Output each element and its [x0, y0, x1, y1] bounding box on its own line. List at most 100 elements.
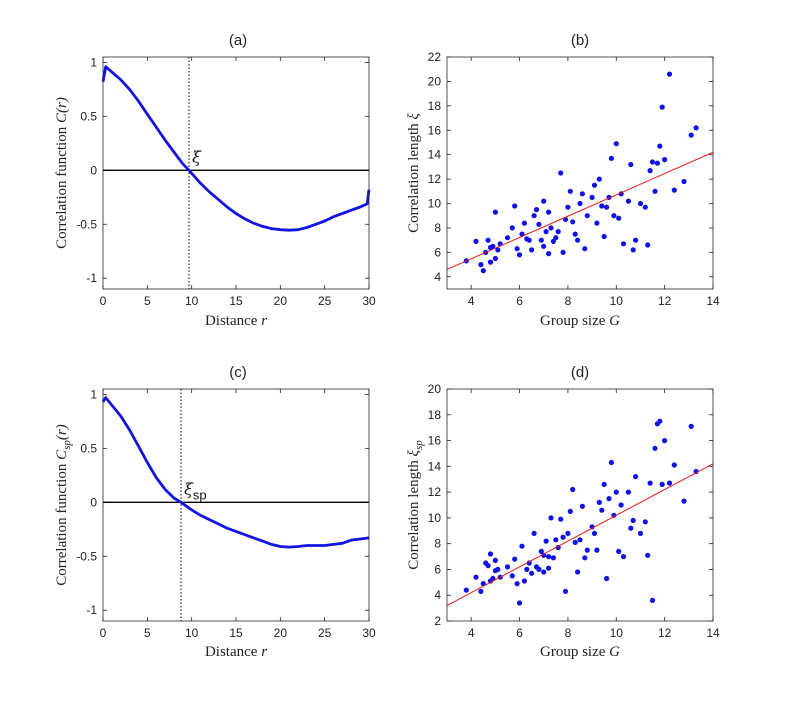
panel-d-data-point: [688, 423, 694, 429]
panel-b-data-point: [693, 125, 699, 131]
panel-d-data-point: [642, 519, 648, 525]
panel-b-xtick-label: 14: [706, 294, 720, 308]
panel-c-xlabel-text: Distance: [205, 644, 258, 660]
panel-b-data-point: [504, 235, 511, 241]
panel-d-data-point: [548, 515, 554, 521]
panel-d-data-point: [594, 547, 600, 553]
panel-d-axes-frame: [446, 388, 714, 622]
panel-d-data-point: [572, 539, 578, 546]
panel-d-xlabel-text: Group size: [540, 644, 606, 660]
panel-b-data-point: [536, 221, 542, 227]
panel-b-data-point: [531, 213, 537, 219]
panel-d-data-point: [662, 438, 668, 444]
panel-d-ticks: 4 6 8 10 12 14 2 4 6 8 10 12 14 16 18 20: [428, 382, 720, 640]
panel-b-xlabel: Group size G: [540, 313, 620, 329]
panel-b-data-point: [541, 243, 547, 249]
panel-c-xtick-label: 25: [318, 626, 332, 640]
panel-b-data-point: [473, 238, 479, 244]
panel-b-data-point: [541, 198, 547, 204]
panel-d-data-point: [652, 445, 658, 451]
panel-b-data-point: [487, 259, 494, 265]
panel-a-xi-symbol: ξ: [192, 147, 202, 166]
panel-b-data-point: [584, 213, 590, 219]
panel-b-ytick-label: 16: [428, 123, 442, 137]
panel-a-ytick-label: -0.5: [76, 217, 97, 231]
panel-d-xlabel-var: G: [609, 644, 620, 660]
panel-b-data-point: [546, 209, 552, 215]
panel-c-ytick-label: 1: [90, 387, 97, 401]
panel-b-xlabel-text: Group size: [540, 313, 606, 329]
panel-d-data-point: [637, 530, 644, 537]
panel-c-ytick-label: -0.5: [76, 549, 97, 563]
panel-b-data-point: [529, 247, 535, 253]
panel-a-xtick-label: 15: [229, 294, 243, 308]
panel-b-data-point: [591, 182, 598, 188]
panel-d-ytick-label: 8: [434, 537, 441, 551]
panel-c-ylabel-var: C: [54, 449, 70, 460]
panel-b-data-point: [616, 215, 622, 221]
panel-d-data-point: [671, 462, 677, 468]
panel-c-xtick-label: 5: [144, 626, 151, 640]
panel-b-data-point: [589, 194, 595, 200]
panel-b-ticks: 4 6 8 10 12 14 4 6 8 10 12 14 16 18 20 22: [428, 50, 720, 308]
panel-b-data-point: [613, 141, 619, 147]
panel-a-ylabel: Correlation function C(r): [54, 97, 70, 249]
panel-a-ytick-label: 1: [90, 55, 97, 69]
panel-d-ytick-label: 12: [428, 485, 442, 499]
panel-d-data-point: [536, 566, 542, 573]
panel-c-ticks: 0 5 10 15 20 25 30 -1 -0.5 0 0.5 1: [76, 387, 376, 640]
panel-c-xi-symbol: ξ: [184, 479, 194, 498]
panel-d-data-point: [512, 556, 518, 562]
panel-d-data-point: [649, 597, 656, 604]
panel-b-data-point: [654, 160, 661, 166]
panel-d-data-point: [657, 418, 663, 424]
panel-a-ytick-label: -1: [86, 271, 97, 285]
panel-b-ytick-label: 20: [428, 74, 442, 88]
panel-b-data-point: [579, 191, 586, 197]
panel-d-data-point: [543, 538, 549, 544]
panel-d-ylabel-text: Correlation length: [406, 460, 422, 570]
panel-b-data-point: [495, 247, 501, 253]
panel-a: (a) 0 5 10 15 20 25 30 -1 -0.5 0 0.5 1 ξ Distance r…: [54, 32, 376, 329]
panel-b-data-point: [546, 251, 552, 257]
panel-b-ytick-label: 22: [428, 50, 442, 64]
panel-d-data-point: [516, 600, 523, 606]
panel-d-data-point: [589, 524, 595, 530]
panel-d-data-point: [681, 498, 687, 504]
panel-d: (d) 4 6 8 10 12 14 2 4 6 8 10 12 14 16 18 20 Group size…: [406, 364, 720, 660]
panel-b-data-point: [604, 204, 610, 210]
panel-b-data-point: [596, 176, 602, 182]
panel-d-ytick-label: 2: [434, 614, 441, 628]
panel-d-data-point: [538, 548, 544, 555]
panel-d-marks: [446, 418, 714, 606]
panel-b-data-point: [637, 200, 644, 207]
panel-b-xtick-label: 12: [658, 294, 672, 308]
panel-a-xtick-label: 20: [274, 294, 288, 308]
panel-d-ytick-label: 14: [428, 459, 442, 473]
panel-c-xtick-label: 20: [274, 626, 288, 640]
panel-b-data-point: [567, 188, 573, 194]
panel-d-data-point: [618, 502, 624, 508]
panel-b-data-point: [516, 252, 523, 258]
panel-b-data-point: [492, 209, 498, 215]
panel-a-xlabel-var: r: [261, 313, 267, 329]
panel-d-data-point: [546, 565, 552, 571]
panel-b-data-point: [633, 237, 639, 243]
panel-d-data-point: [596, 499, 602, 505]
panel-d-data-point: [584, 547, 590, 553]
panel-b-xtick-label: 6: [516, 294, 523, 308]
panel-d-data-point: [579, 503, 586, 509]
panel-a-xi-annotation: ξ: [192, 147, 202, 166]
panel-b-fit-line: [446, 151, 714, 270]
panel-b-data-point: [555, 229, 561, 235]
panel-b-data-point: [620, 241, 627, 247]
panel-b-ylabel-text: Correlation length: [406, 123, 422, 233]
panel-b-data-point: [553, 235, 559, 241]
panel-b-title: (b): [571, 32, 589, 49]
panel-b-data-point: [688, 132, 694, 138]
panel-a-title: (a): [229, 32, 247, 49]
panel-d-data-point: [591, 530, 598, 537]
panel-d-data-point: [541, 552, 547, 558]
panel-d-title: (d): [571, 364, 589, 381]
panel-b-data-point: [558, 170, 564, 176]
